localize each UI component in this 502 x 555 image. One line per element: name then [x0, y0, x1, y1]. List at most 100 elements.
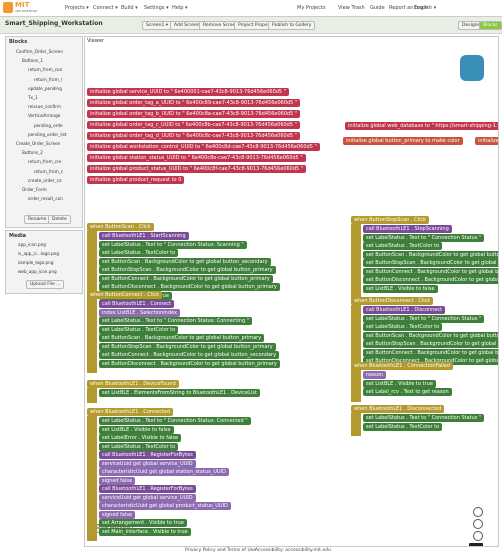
statement-block[interactable]: set LabelStatus . Text to " Connection S… — [99, 240, 247, 249]
global-block[interactable]: initialize global product_status_UUID to… — [87, 165, 307, 173]
trash[interactable] — [469, 543, 483, 546]
global-block[interactable]: initialize global station_status_UUID to… — [87, 154, 306, 162]
statement-block[interactable]: call BluetoothLE1 . StopScanning — [363, 225, 452, 233]
menu-item[interactable]: My Projects — [297, 5, 326, 11]
tree-item[interactable]: return_from_c — [34, 168, 64, 174]
statement-block[interactable]: call BluetoothLE1 . StartScanning — [99, 232, 189, 240]
zoom-out[interactable] — [473, 531, 483, 541]
tree-item[interactable]: Order_Form — [22, 187, 47, 192]
statement-block[interactable]: set Label_rcv . Text to get reason — [363, 388, 452, 396]
global-block[interactable]: initialize global button_secondary to ma… — [475, 137, 498, 145]
statement-block[interactable]: set LabelStatus . Text to " Connection S… — [99, 417, 251, 425]
statement-block[interactable]: set LabelStatus . Text to " Connection S… — [363, 233, 485, 242]
tree-item[interactable]: VerticalArrange — [28, 113, 61, 119]
tree-item[interactable]: update_pending — [28, 85, 62, 91]
statement-block[interactable]: characteristicUuid get global station_st… — [99, 468, 229, 476]
tree-item[interactable]: Buttons_2 — [22, 150, 43, 156]
event-block[interactable]: when ButtonScan . Click — [87, 223, 154, 231]
statement-block[interactable]: call BluetoothLE1 . Connect — [99, 300, 175, 308]
statement-block[interactable]: set ButtonStopScan . BackgroundColor to … — [99, 342, 276, 351]
media-file[interactable]: app_icon.png — [18, 242, 46, 247]
footer-link[interactable]: Accessibility: accessibility.mit.edu — [255, 548, 331, 553]
global-block[interactable]: initialize global order_tag_a_UUID to " … — [87, 99, 301, 107]
menu-item[interactable]: Help ▾ — [172, 5, 188, 11]
statement-block[interactable]: set LabelStatus . TextColor to — [363, 242, 443, 250]
statement-block[interactable]: signed false — [99, 510, 136, 519]
statement-block[interactable]: set ButtonScan . BackgroundColor to get … — [99, 334, 265, 342]
statement-block[interactable]: set ButtonDisconnect . BackgroundColor t… — [363, 357, 498, 365]
menu-item[interactable]: Guide — [370, 5, 385, 11]
footer-link[interactable]: Privacy Policy and Terms of Use — [185, 548, 256, 553]
statement-block[interactable]: set LabelStatus . TextColor to — [363, 422, 443, 431]
statement-block[interactable]: set ButtonConnect . BackgroundColor to g… — [99, 274, 273, 283]
statement-block[interactable]: set ListBLE . Visible to false — [99, 425, 174, 434]
global-block[interactable]: initialize global button_primary to make… — [343, 137, 463, 145]
statement-block[interactable]: set ButtonConnect . BackgroundColor to g… — [363, 348, 498, 357]
statement-block[interactable]: set ListBLE . ElementsFromString to Blue… — [99, 389, 260, 397]
upload-button[interactable]: Upload File ... — [26, 280, 65, 289]
zoom-center[interactable] — [473, 507, 483, 517]
statement-block[interactable]: set ButtonDisconnect . BackgroundColor t… — [99, 283, 280, 291]
statement-block[interactable]: serviceUuid get global service_UUID — [99, 493, 196, 502]
statement-block[interactable]: set LabelStatus . Text to " Connection S… — [363, 314, 485, 323]
statement-block[interactable]: call BluetoothLE1 . RegisterForBytes — [99, 485, 196, 493]
menu-item[interactable]: Report an Issue — [389, 5, 428, 11]
toolbar-button[interactable]: Publish to Gallery — [268, 21, 316, 30]
statement-block[interactable]: reason — [363, 371, 386, 379]
tree-item[interactable]: Create_Order_Screen — [16, 141, 61, 146]
tree-item[interactable]: return_from_r — [34, 76, 63, 82]
statement-block[interactable]: call BluetoothLE1 . Disconnect — [363, 306, 446, 314]
statement-block[interactable]: set ButtonConnect . BackgroundColor to g… — [363, 267, 498, 276]
tree-item[interactable]: Tx_1 — [28, 95, 38, 100]
tree-item[interactable]: Confirm_Order_Screen — [16, 49, 63, 54]
statement-block[interactable]: set ButtonScan . BackgroundColor to get … — [99, 257, 271, 266]
media-file[interactable]: is_app_ic...logo.png — [18, 251, 60, 256]
backpack[interactable] — [460, 55, 484, 81]
menu-item[interactable]: Build ▾ — [121, 5, 138, 11]
menu-item[interactable]: View Trash — [338, 5, 365, 11]
statement-block[interactable]: set ButtonDisconnect . BackgroundColor t… — [99, 359, 280, 368]
event-block[interactable]: when BluetoothLE1 . DeviceFound — [87, 380, 179, 388]
event-block[interactable]: when ButtonDisconnect . Click — [351, 297, 434, 305]
statement-block[interactable]: set ButtonStopScan . BackgroundColor to … — [99, 266, 276, 274]
global-block[interactable]: initialize global web_database to " http… — [345, 122, 498, 130]
statement-block[interactable]: set ButtonStopScan . BackgroundColor to … — [363, 259, 498, 267]
statement-block[interactable]: index ListBLE . SelectionIndex — [99, 308, 180, 317]
statement-block[interactable]: set Main_Interface . Visible to true — [99, 527, 191, 536]
statement-block[interactable]: set LabelStatus . TextColor to — [363, 323, 443, 331]
global-block[interactable]: initialize global order_tag_b_UUID to " … — [87, 110, 301, 118]
menu-item[interactable]: Projects ▾ — [65, 5, 89, 11]
statement-block[interactable]: set ButtonScan . BackgroundColor to get … — [363, 331, 498, 340]
statement-block[interactable]: set ButtonConnect . BackgroundColor to g… — [99, 351, 280, 359]
zoom-in[interactable] — [473, 519, 483, 529]
statement-block[interactable]: set ButtonStopScan . BackgroundColor to … — [363, 340, 498, 348]
statement-block[interactable]: signed false — [99, 476, 136, 485]
event-block[interactable]: when BluetoothLE1 . Disconnected — [351, 405, 445, 413]
tree-item[interactable]: pending_order_list — [28, 131, 67, 137]
tree-item[interactable]: order_result_con — [28, 196, 63, 202]
statement-block[interactable]: serviceUuid get global service_UUID — [99, 459, 196, 468]
panel-button[interactable]: Rename — [24, 215, 51, 224]
event-block[interactable]: when ButtonConnect . Click — [87, 291, 163, 299]
media-file[interactable]: web_app_icon.png — [18, 269, 57, 274]
tree-item[interactable]: Buttons_1 — [22, 58, 43, 64]
global-block[interactable]: initialize global workstation_control_UU… — [87, 143, 320, 151]
tree-item[interactable]: return_from_cre — [28, 159, 62, 165]
statement-block[interactable]: call BluetoothLE1 . RegisterForBytes — [99, 451, 196, 459]
global-block[interactable]: initialize global order_tag_c_UUID to " … — [87, 121, 300, 129]
tree-item[interactable]: create_order_co — [28, 177, 62, 183]
statement-block[interactable]: set Arrangement . Visible to true — [99, 519, 187, 527]
mode-button[interactable]: Blocks — [479, 21, 502, 30]
statement-block[interactable]: set ButtonDisconnect . BackgroundColor t… — [363, 276, 498, 284]
statement-block[interactable]: set LabelStatus . TextColor to — [99, 325, 179, 334]
event-block[interactable]: when ButtonStopScan . Click — [351, 216, 430, 224]
global-block[interactable]: initialize global order_tag_d_UUID to " … — [87, 132, 300, 140]
statement-block[interactable]: set LabelStatus . Text to " Connection S… — [99, 317, 253, 325]
panel-button[interactable]: Delete — [48, 215, 71, 224]
tree-item[interactable]: return_from_con — [28, 67, 63, 73]
menu-item[interactable]: Settings ▾ — [144, 5, 169, 11]
statement-block[interactable]: set ButtonScan . BackgroundColor to get … — [363, 250, 498, 259]
tree-item[interactable]: reissue_confirm — [28, 104, 61, 110]
menu-item[interactable]: English ▾ — [414, 5, 437, 11]
event-block[interactable]: when BluetoothLE1 . Connected — [87, 408, 174, 416]
